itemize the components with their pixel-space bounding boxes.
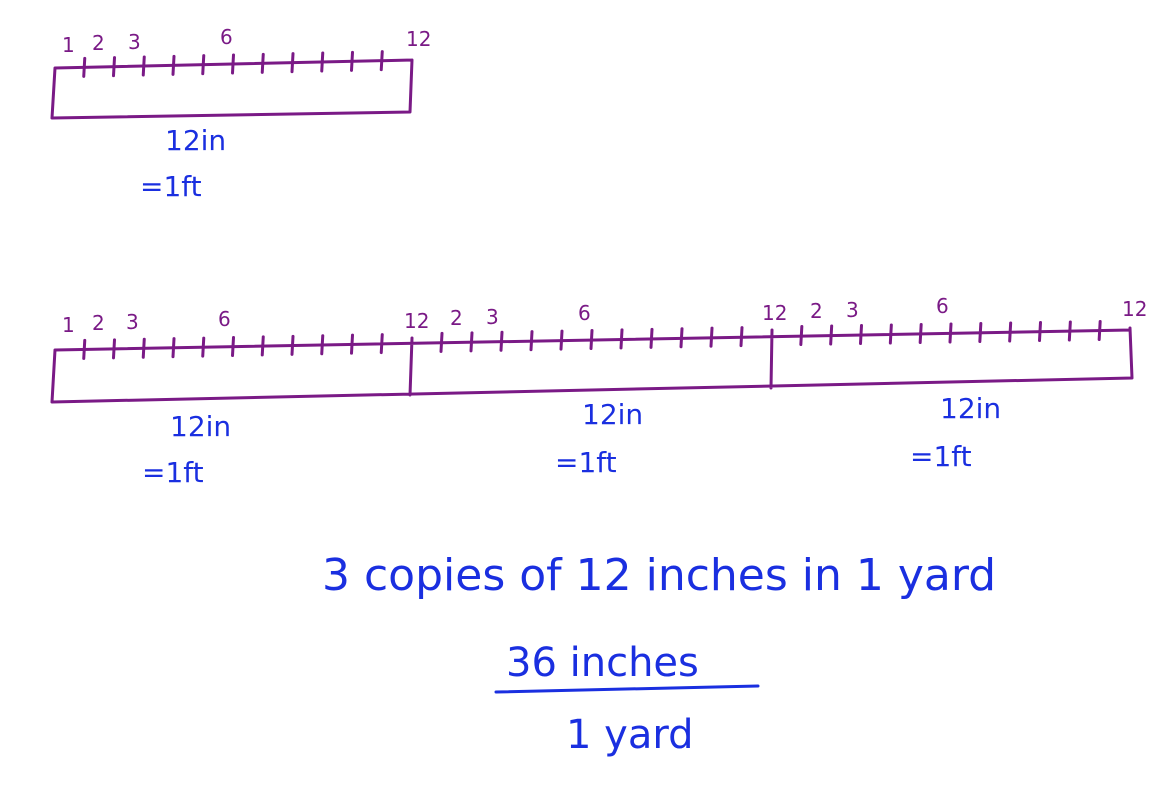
ruler-ticks (82, 50, 384, 78)
ruler-tick (1067, 320, 1072, 342)
ruler-number-12: 12 (1122, 297, 1147, 321)
ruler-tick (260, 335, 265, 357)
ruler-tick (859, 324, 863, 345)
ruler-tick (141, 337, 146, 359)
ruler-number-12: 12 (762, 301, 787, 325)
ruler-number-3: 3 (128, 30, 141, 54)
ruler-tick (141, 55, 146, 77)
fraction-numerator: 36 inches (506, 640, 699, 686)
ruler-tick (171, 337, 176, 359)
ruler-tick (499, 330, 504, 352)
ruler-tick (231, 53, 235, 75)
ruler-tick (739, 326, 744, 348)
ruler-tick (112, 56, 116, 78)
ruler-number-3: 3 (846, 298, 859, 322)
fraction-denominator: 1 yard (566, 712, 693, 758)
ruler-number-2: 2 (810, 299, 823, 323)
ruler-number-1: 1 (62, 33, 75, 57)
ruler-tick (649, 327, 654, 349)
ruler-number-3: 3 (126, 310, 139, 334)
ruler-number-2: 2 (450, 306, 463, 330)
ruler-tick (320, 334, 325, 356)
ruler-tick (350, 333, 354, 355)
foot-label-inches: 12in (582, 398, 643, 431)
ruler-tick (948, 322, 953, 344)
ruler-tick (112, 338, 116, 360)
ruler-tick (82, 338, 87, 360)
foot-label-inches: 12in (940, 392, 1001, 425)
ruler-tick (799, 325, 804, 346)
ruler-tick (619, 328, 624, 350)
ruler-number-1: 1 (62, 313, 75, 337)
ruler-tick (82, 56, 87, 78)
ruler-tick (350, 50, 354, 72)
foot-label-feet: =1ft (140, 170, 202, 203)
ruler-yard-ticks (82, 320, 1102, 360)
ruler-tick (439, 331, 444, 353)
ruler-tick (709, 326, 714, 348)
ruler-tick (918, 323, 923, 344)
ruler-tick (379, 50, 384, 72)
ruler-single: 1 2 3 6 12 (50, 25, 431, 120)
foot-label-feet: =1ft (555, 446, 617, 479)
ruler-number-12: 12 (404, 309, 429, 333)
foot-label-feet: =1ft (142, 456, 204, 489)
ruler-tick (1008, 321, 1013, 343)
ruler-tick (260, 52, 265, 74)
ruler-tick (201, 336, 206, 358)
ruler-number-3: 3 (486, 305, 499, 329)
ruler-tick (829, 324, 834, 346)
ruler-tick (589, 329, 594, 350)
ruler-tick (201, 54, 206, 76)
ruler-tick (290, 334, 295, 356)
yard-statement: 3 copies of 12 inches in 1 yard (322, 550, 996, 601)
ruler-tick (559, 329, 564, 351)
ruler-tick (320, 51, 325, 73)
ruler-yard: 1 2 3 6 12 2 3 6 12 2 3 6 12 (50, 294, 1147, 404)
ruler-tick (379, 333, 384, 355)
ruler-number-6: 6 (220, 25, 233, 49)
ruler-tick (888, 323, 893, 345)
ruler-tick (529, 330, 534, 352)
fraction-bar (494, 684, 760, 694)
ruler-tick (171, 54, 176, 76)
ruler-number-6: 6 (578, 301, 591, 325)
ruler-tick (290, 52, 295, 74)
ruler-number-6: 6 (218, 307, 231, 331)
ruler-tick (978, 322, 983, 343)
foot-label-inches: 12in (170, 410, 231, 443)
ruler-tick (679, 327, 684, 349)
ruler-number-2: 2 (92, 31, 105, 55)
ruler-tick (231, 336, 235, 357)
ruler-tick (1097, 320, 1102, 341)
ruler-tick (469, 331, 474, 353)
ruler-number-6: 6 (936, 294, 949, 318)
ruler-number-12: 12 (406, 27, 431, 51)
ruler-number-2: 2 (92, 311, 105, 335)
foot-label-feet: =1ft (910, 440, 972, 473)
ruler-tick (1038, 321, 1042, 342)
foot-label-inches: 12in (165, 124, 226, 157)
